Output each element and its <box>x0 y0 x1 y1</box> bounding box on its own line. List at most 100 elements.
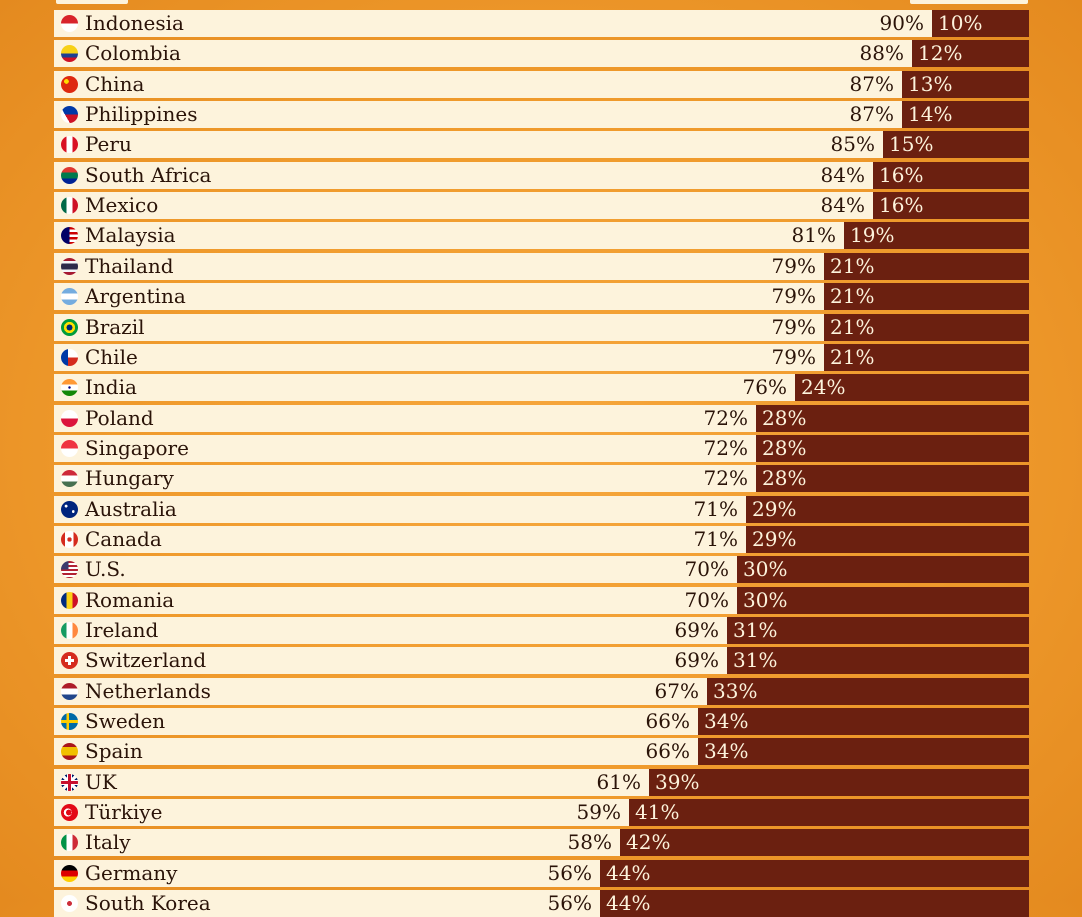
agree-bar <box>54 131 883 159</box>
turkiye-flag-icon <box>61 804 78 822</box>
chile-flag-icon <box>61 348 78 366</box>
china-flag-icon <box>61 75 78 93</box>
country-label: Türkiye <box>85 800 163 825</box>
agree-value-label: 79% <box>771 314 816 339</box>
agree-value-label: 84% <box>820 162 865 187</box>
ireland-flag-icon <box>61 622 78 639</box>
agree-bar <box>54 283 824 311</box>
country-label: Chile <box>85 344 138 369</box>
chart-row: Brazil 79% 21% <box>54 313 1029 341</box>
agree-bar <box>54 708 698 736</box>
agree-bar <box>54 10 932 37</box>
disagree-value-label: 19% <box>850 223 895 248</box>
disagree-bar <box>902 101 1029 129</box>
country-label: UK <box>85 769 117 794</box>
agree-value-label: 69% <box>674 648 719 673</box>
agree-bar <box>54 101 902 129</box>
agree-value-label: 61% <box>596 769 641 794</box>
disagree-value-label: 41% <box>635 800 680 825</box>
brazil-flag-icon <box>61 318 78 336</box>
disagree-value-label: 28% <box>762 405 807 430</box>
country-label: China <box>85 71 145 96</box>
country-label: U.S. <box>85 557 126 582</box>
disagree-value-label: 44% <box>606 891 651 916</box>
chart-row: Germany 56% 44% <box>54 859 1029 887</box>
chart-row: Romania 70% 30% <box>54 586 1029 614</box>
chart-row: Spain 66% 34% <box>54 738 1029 766</box>
chart-row: Ireland 69% 31% <box>54 617 1029 644</box>
disagree-bar <box>824 252 1029 280</box>
country-label: Canada <box>85 526 162 551</box>
agree-header-fragment <box>56 0 128 4</box>
country-label: Spain <box>85 739 143 764</box>
us-flag-icon <box>61 561 78 579</box>
agree-value-label: 79% <box>771 253 816 278</box>
agree-bar <box>54 465 756 493</box>
disagree-bar <box>629 799 1029 827</box>
country-label: Colombia <box>85 41 181 66</box>
chart-row: Italy 58% 42% <box>54 829 1029 857</box>
country-label: Hungary <box>85 466 174 491</box>
disagree-value-label: 31% <box>733 648 778 673</box>
disagree-bar <box>698 738 1029 766</box>
agree-bar <box>54 677 707 705</box>
agree-value-label: 56% <box>547 860 592 885</box>
switzerland-flag-icon <box>61 652 78 670</box>
disagree-value-label: 42% <box>626 830 671 855</box>
chart-row: Argentina 79% 21% <box>54 283 1029 311</box>
agree-bar <box>54 586 737 614</box>
chart-row: India 76% 24% <box>54 374 1029 402</box>
agree-value-label: 87% <box>849 71 894 96</box>
disagree-value-label: 16% <box>879 193 924 218</box>
chart-row: Singapore 72% 28% <box>54 434 1029 462</box>
disagree-value-label: 14% <box>908 102 953 127</box>
disagree-bar <box>824 313 1029 341</box>
agree-bar <box>54 525 746 553</box>
agree-value-label: 56% <box>547 891 592 916</box>
country-label: India <box>85 375 137 400</box>
disagree-value-label: 30% <box>743 557 788 582</box>
agree-bar <box>54 192 873 220</box>
disagree-bar <box>698 708 1029 736</box>
agree-bar <box>54 556 737 584</box>
colombia-flag-icon <box>61 45 78 63</box>
disagree-bar <box>649 768 1029 796</box>
agree-bar <box>54 40 912 68</box>
agree-bar <box>54 404 756 432</box>
disagree-value-label: 34% <box>704 709 749 734</box>
sweden-flag-icon <box>61 713 78 731</box>
chart-row: Sweden 66% 34% <box>54 708 1029 736</box>
chart-row: UK 61% 39% <box>54 768 1029 796</box>
philippines-flag-icon <box>61 106 78 124</box>
agree-value-label: 59% <box>576 800 621 825</box>
agree-value-label: 67% <box>654 678 699 703</box>
country-label: Peru <box>85 132 132 157</box>
chart-row: South Korea 56% 44% <box>54 890 1029 917</box>
country-label: South Africa <box>85 162 212 187</box>
agree-bar <box>54 647 727 675</box>
disagree-value-label: 21% <box>830 344 875 369</box>
south-africa-flag-icon <box>61 166 78 184</box>
netherlands-flag-icon <box>61 682 78 700</box>
agree-value-label: 79% <box>771 344 816 369</box>
agree-bar <box>54 70 902 98</box>
disagree-bar <box>824 283 1029 311</box>
disagree-value-label: 21% <box>830 253 875 278</box>
country-label: Poland <box>85 405 154 430</box>
agree-bar <box>54 161 873 189</box>
disagree-value-label: 44% <box>606 860 651 885</box>
disagree-value-label: 28% <box>762 435 807 460</box>
agree-bar <box>54 374 795 402</box>
disagree-value-label: 33% <box>713 678 758 703</box>
disagree-value-label: 21% <box>830 284 875 309</box>
hungary-flag-icon <box>61 470 78 488</box>
agree-value-label: 71% <box>693 496 738 521</box>
country-label: South Korea <box>85 891 211 916</box>
disagree-header-fragment <box>910 0 1028 4</box>
agree-value-label: 72% <box>703 405 748 430</box>
malaysia-flag-icon <box>61 227 78 245</box>
agree-value-label: 85% <box>830 132 875 157</box>
australia-flag-icon <box>61 500 78 518</box>
disagree-bar <box>844 222 1029 250</box>
